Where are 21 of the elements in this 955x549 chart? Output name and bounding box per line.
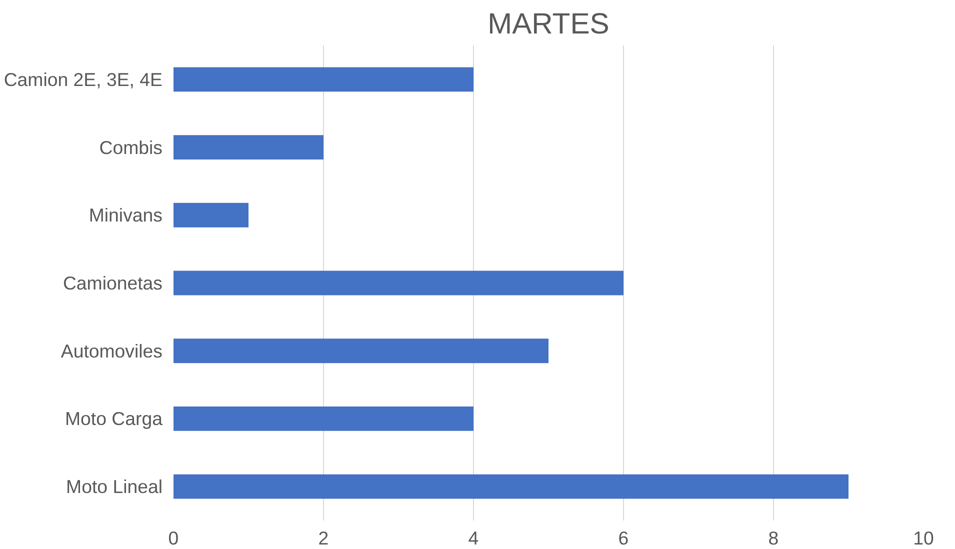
y-tick-label: Minivans bbox=[88, 204, 163, 226]
x-tick-label: 10 bbox=[913, 528, 934, 548]
y-tick-label: Automoviles bbox=[60, 340, 163, 362]
bar bbox=[174, 474, 848, 499]
bar bbox=[174, 202, 248, 228]
chart-title: MARTES bbox=[488, 8, 610, 40]
y-tick-label: Camion 2E, 3E, 4E bbox=[4, 68, 163, 90]
bar bbox=[174, 67, 474, 92]
x-tick-label: 0 bbox=[168, 528, 179, 548]
y-tick-label: Camionetas bbox=[62, 272, 163, 294]
x-tick-label: 2 bbox=[318, 528, 329, 548]
y-tick-label: Moto Carga bbox=[65, 408, 164, 430]
x-tick-label: 6 bbox=[618, 528, 629, 548]
y-tick-label: Moto Lineal bbox=[66, 476, 162, 498]
y-tick-label: Combis bbox=[99, 136, 163, 158]
bar bbox=[174, 338, 548, 364]
bar bbox=[174, 135, 324, 160]
x-tick-label: 4 bbox=[468, 528, 479, 548]
bar bbox=[174, 270, 624, 296]
bar bbox=[174, 406, 474, 431]
x-tick-label: 8 bbox=[768, 528, 779, 548]
